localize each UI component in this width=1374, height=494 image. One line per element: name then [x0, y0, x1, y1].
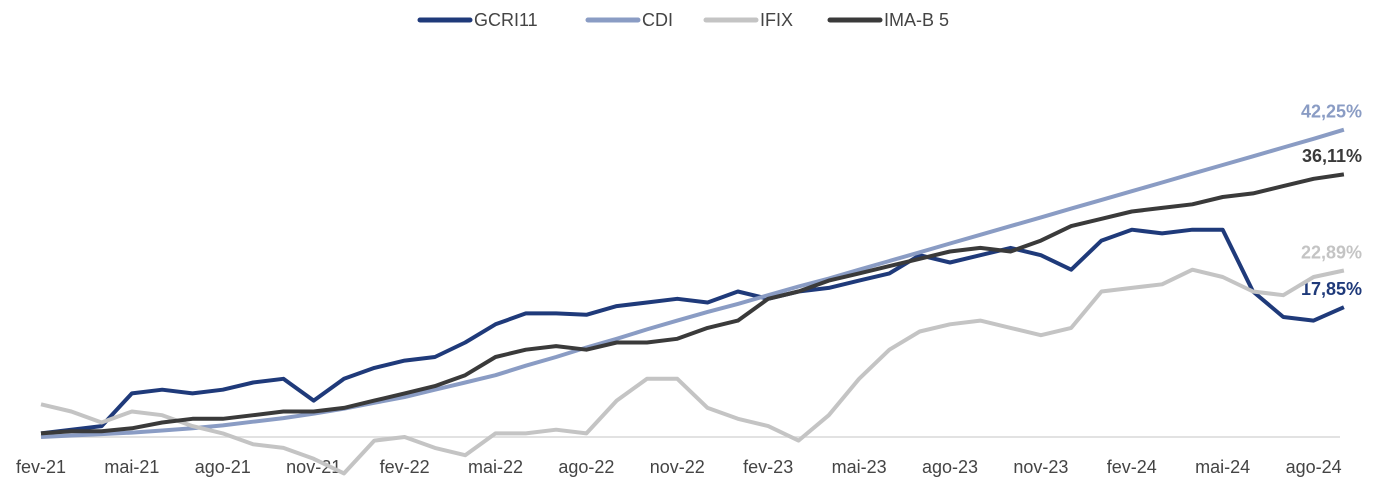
- x-tick-label: mai-22: [468, 457, 523, 477]
- series-line: [40, 172, 1345, 436]
- end-label: 36,11%: [1302, 146, 1362, 166]
- x-tick-label: fev-24: [1107, 457, 1157, 477]
- x-tick-label: ago-21: [195, 457, 251, 477]
- x-tick-label: fev-21: [16, 457, 66, 477]
- legend-label: CDI: [642, 10, 673, 30]
- x-tick-label: nov-22: [650, 457, 705, 477]
- end-label: 17,85%: [1301, 279, 1362, 299]
- x-tick-label: ago-22: [558, 457, 614, 477]
- series-line: [40, 267, 1345, 476]
- end-label: 42,25%: [1301, 101, 1362, 121]
- x-tick-label: mai-23: [832, 457, 887, 477]
- x-tick-label: nov-21: [286, 457, 341, 477]
- x-tick-label: ago-24: [1286, 457, 1342, 477]
- legend-label: IFIX: [760, 10, 793, 30]
- x-tick-label: fev-22: [380, 457, 430, 477]
- x-tick-label: mai-24: [1195, 457, 1250, 477]
- x-tick-label: fev-23: [743, 457, 793, 477]
- x-tick-label: nov-23: [1013, 457, 1068, 477]
- end-label: 22,89%: [1301, 242, 1362, 262]
- series-line: [40, 227, 1345, 436]
- series-line: [40, 127, 1345, 439]
- x-tick-label: mai-21: [104, 457, 159, 477]
- legend-label: IMA-B 5: [884, 10, 949, 30]
- legend-label: GCRI11: [474, 10, 538, 30]
- x-tick-label: ago-23: [922, 457, 978, 477]
